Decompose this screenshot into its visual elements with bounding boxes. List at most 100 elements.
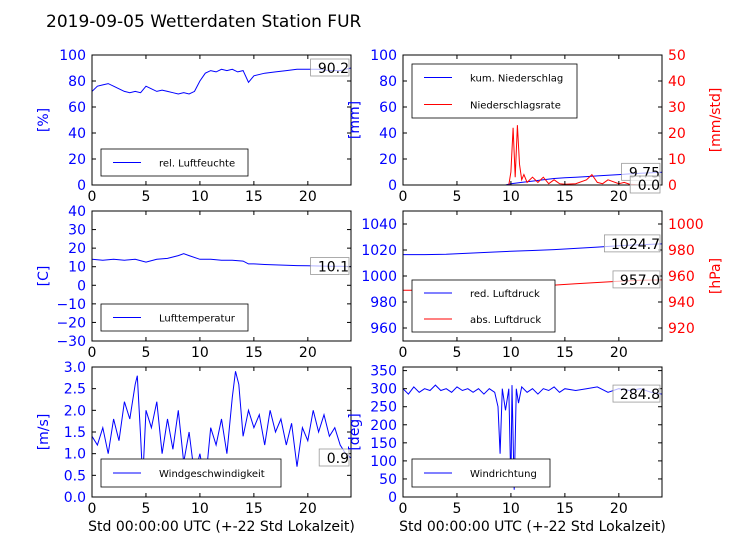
last-value-temperature: 10.1 bbox=[318, 260, 349, 276]
last-value-windspeed: 0.9 bbox=[327, 451, 349, 467]
y-tick-label: 250 bbox=[370, 400, 397, 416]
legend-box bbox=[411, 63, 578, 119]
x-tick-label: 5 bbox=[141, 189, 150, 205]
y-tick-label: 0 bbox=[77, 278, 86, 294]
y2-tick-label: 50 bbox=[668, 48, 686, 64]
y2-tick-label: 30 bbox=[668, 100, 686, 116]
y-tick-label: 40 bbox=[68, 126, 86, 142]
chart-windspeed: 0 5 10 15 20 0.0 0.5 1.0 1.5 2.0 2.5 3.0 [m/s] Std 00… bbox=[36, 360, 355, 535]
x-tick-label: 0 bbox=[399, 345, 408, 361]
legend-label: red. Luftdruck bbox=[470, 289, 540, 300]
y-tick-label: 10 bbox=[68, 260, 86, 276]
x-tick-label: 0 bbox=[399, 189, 408, 205]
y2-tick-label: 1000 bbox=[668, 217, 704, 233]
x-tick-label: 20 bbox=[299, 189, 317, 205]
y-tick-label: 1000 bbox=[361, 269, 397, 285]
y-tick-label: 20 bbox=[68, 152, 86, 168]
legend-box bbox=[411, 279, 556, 333]
y-tick-label: 0 bbox=[388, 178, 397, 194]
legend-label: Niederschlagsrate bbox=[470, 101, 561, 112]
legend-box bbox=[100, 148, 249, 177]
plot-frame bbox=[402, 366, 663, 498]
x-tick-label: 5 bbox=[141, 345, 150, 361]
y-tick-label: 960 bbox=[370, 321, 397, 337]
y2-tick-label: 980 bbox=[668, 243, 695, 259]
last-value2-precip: 0.0 bbox=[638, 178, 660, 194]
y-tick-label: 2.5 bbox=[64, 382, 86, 398]
y-tick-label: 0 bbox=[388, 490, 397, 506]
x-tick-label: 5 bbox=[452, 345, 461, 361]
y-axis-label: [C] bbox=[36, 266, 52, 287]
y-tick-label: 50 bbox=[379, 472, 397, 488]
series-line-precip-1 bbox=[403, 125, 662, 185]
y-tick-label: 100 bbox=[59, 48, 86, 64]
last-value-windspeed-box bbox=[318, 448, 350, 467]
series-line-windspeed-0 bbox=[92, 371, 351, 485]
legend-label: kum. Niederschlag bbox=[470, 74, 563, 85]
y-axis-label: [deg] bbox=[347, 413, 363, 450]
x-tick-label: 0 bbox=[399, 501, 408, 517]
series-line-humidity-0 bbox=[92, 67, 351, 95]
y-tick-label: 80 bbox=[68, 74, 86, 90]
x-tick-label: 15 bbox=[245, 189, 263, 205]
y-tick-label: 0.0 bbox=[64, 490, 86, 506]
y-tick-label: 300 bbox=[370, 382, 397, 398]
x-tick-label: 0 bbox=[88, 345, 97, 361]
y-tick-label: 150 bbox=[370, 436, 397, 452]
series-line-temperature-0 bbox=[92, 253, 351, 267]
figure-title: 2019-09-05 Wetterdaten Station FUR bbox=[46, 12, 362, 32]
x-tick-label: 5 bbox=[452, 189, 461, 205]
x-tick-label: 10 bbox=[191, 501, 209, 517]
x-tick-label: 15 bbox=[245, 345, 263, 361]
y-tick-label: 30 bbox=[68, 223, 86, 239]
last-value-pressure: 1024.7 bbox=[611, 237, 660, 253]
x-tick-label: 5 bbox=[141, 501, 150, 517]
last-value-temperature-box bbox=[310, 257, 350, 275]
y-tick-label: 80 bbox=[379, 74, 397, 90]
last-value2-pressure: 957.0 bbox=[620, 273, 660, 289]
y-tick-label: 100 bbox=[370, 48, 397, 64]
y-tick-label: −10 bbox=[56, 297, 86, 313]
legend-label: Windgeschwindigkeit bbox=[159, 469, 265, 480]
chart-humidity: 0 5 10 15 20 0 20 40 60 80 100 [%] 90.2 rel. Luftfeuc… bbox=[36, 48, 352, 205]
y-tick-label: 1040 bbox=[361, 217, 397, 233]
last-value-humidity: 90.2 bbox=[318, 61, 349, 77]
x-axis-label: Std 00:00:00 UTC (+-22 Std Lokalzeit) bbox=[399, 519, 666, 535]
legend-label: abs. Luftdruck bbox=[470, 315, 541, 326]
series-line-winddir-0 bbox=[403, 384, 662, 490]
x-tick-label: 20 bbox=[299, 345, 317, 361]
x-tick-label: 20 bbox=[299, 501, 317, 517]
plot-frame bbox=[91, 210, 352, 342]
y-tick-label: 20 bbox=[379, 152, 397, 168]
y2-tick-label: 20 bbox=[668, 126, 686, 142]
y-tick-label: −30 bbox=[56, 334, 86, 350]
y2-tick-label: 940 bbox=[668, 295, 695, 311]
y2-tick-label: 10 bbox=[668, 152, 686, 168]
legend-label: Lufttemperatur bbox=[159, 314, 236, 325]
chart-pressure: 0 5 10 15 20 960 980 1000 1020 1040 920 940 960 980 10… bbox=[361, 210, 724, 361]
y-tick-label: 350 bbox=[370, 364, 397, 380]
y-tick-label: 3.0 bbox=[64, 360, 86, 376]
last-value-winddir-box bbox=[612, 384, 661, 403]
y-tick-label: 40 bbox=[68, 204, 86, 220]
y-tick-label: 1.0 bbox=[64, 447, 86, 463]
chart-precip: 0 5 10 15 20 0 20 40 60 80 100 0 10 20 30 40 50 [mm/std] [… bbox=[347, 48, 724, 205]
x-tick-label: 5 bbox=[452, 501, 461, 517]
x-tick-label: 15 bbox=[245, 501, 263, 517]
y-tick-label: 0 bbox=[77, 178, 86, 194]
y-tick-label: 0.5 bbox=[64, 468, 86, 484]
y-tick-label: −20 bbox=[56, 315, 86, 331]
y-tick-label: 40 bbox=[379, 126, 397, 142]
y-axis-label: [%] bbox=[36, 108, 52, 132]
y-axis-label: [mm] bbox=[347, 101, 363, 139]
y-tick-label: 2.0 bbox=[64, 403, 86, 419]
y-axis-label: [m/s] bbox=[36, 414, 52, 451]
plot-frame bbox=[91, 54, 352, 186]
x-tick-label: 0 bbox=[88, 189, 97, 205]
x-axis-label: Std 00:00:00 UTC (+-22 Std Lokalzeit) bbox=[88, 519, 355, 535]
y-tick-label: 980 bbox=[370, 295, 397, 311]
y-tick-label: 200 bbox=[370, 418, 397, 434]
x-tick-label: 10 bbox=[502, 345, 520, 361]
